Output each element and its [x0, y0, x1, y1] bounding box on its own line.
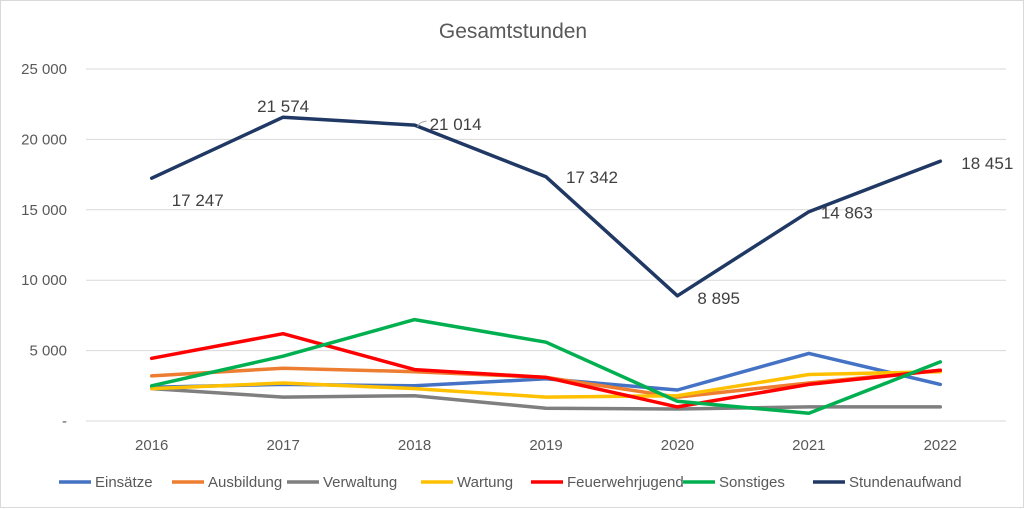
- data-label: 8 895: [697, 289, 740, 308]
- x-tick-label: 2017: [266, 437, 299, 454]
- x-axis-ticks: 2016 2017 2018 2019 2020 2021 2022: [135, 437, 957, 454]
- series-line-feuerwehrjugend: [149, 331, 943, 409]
- x-tick-label: 2019: [529, 437, 562, 454]
- series-line-verwaltung: [149, 386, 943, 411]
- data-label: 21 574: [257, 97, 309, 116]
- series-line-wartung: [149, 369, 943, 399]
- data-label: 17 342: [566, 168, 618, 187]
- legend-label: Feuerwehrjugend: [567, 474, 684, 491]
- chart-title: Gesamtstunden: [439, 20, 587, 43]
- y-tick-label: 25 000: [21, 61, 67, 78]
- legend-label: Verwaltung: [323, 474, 397, 491]
- y-tick-label: 15 000: [21, 202, 67, 219]
- legend-label: Wartung: [457, 474, 513, 491]
- y-tick-label: 5 000: [29, 343, 67, 360]
- data-labels: 17 247 21 574 21 014 17 342 8 895 14 863 18 45…: [172, 97, 1014, 308]
- x-tick-label: 2020: [661, 437, 694, 454]
- y-tick-label: -: [62, 413, 67, 430]
- data-label: 17 247: [172, 191, 224, 210]
- y-tick-label: 20 000: [21, 131, 67, 148]
- data-label: 18 451: [961, 154, 1013, 173]
- leader-line: [417, 120, 427, 128]
- series-line-sonstiges: [149, 317, 943, 416]
- legend-label: Sonstiges: [719, 474, 785, 491]
- x-tick-label: 2021: [792, 437, 825, 454]
- legend-label: Einsätze: [95, 474, 153, 491]
- y-axis-ticks: - 5 000 10 000 15 000 20 000 25 000: [21, 61, 67, 430]
- data-label: 14 863: [821, 204, 873, 223]
- x-tick-label: 2016: [135, 437, 168, 454]
- series-line-stundenaufwand: [149, 115, 943, 298]
- y-tick-label: 10 000: [21, 272, 67, 289]
- legend: Einsätze Ausbildung Verwaltung Wartung Feuer…: [59, 474, 962, 491]
- series-lines: [149, 115, 943, 416]
- legend-label: Ausbildung: [208, 474, 282, 491]
- x-tick-label: 2018: [398, 437, 431, 454]
- data-label: 21 014: [430, 115, 482, 134]
- x-tick-label: 2022: [924, 437, 957, 454]
- legend-label: Stundenaufwand: [849, 474, 962, 491]
